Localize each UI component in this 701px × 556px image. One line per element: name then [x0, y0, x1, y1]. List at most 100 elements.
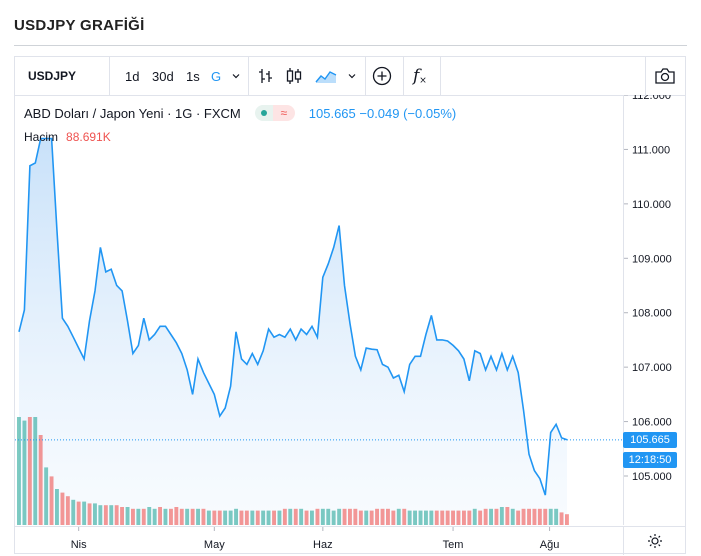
volume-bar [65, 496, 70, 525]
market-status-badge[interactable]: ≈ [254, 105, 295, 121]
toolbar-divider [109, 57, 110, 95]
volume-bar [478, 510, 483, 525]
volume-bar [543, 508, 548, 525]
price-area-fill [19, 138, 567, 525]
page-title: USDJPY GRAFİĞİ [14, 17, 145, 34]
volume-bar [521, 508, 526, 525]
volume-bar [494, 508, 499, 525]
volume-bar [179, 508, 184, 525]
volume-bar [299, 508, 304, 525]
volume-bar [201, 508, 206, 525]
volume-bar [163, 508, 168, 525]
volume-bar [147, 507, 152, 525]
price-tick-label: 107.000 [632, 362, 672, 374]
volume-bar [483, 508, 488, 525]
volume-bar [190, 508, 195, 525]
volume-bar [348, 508, 352, 525]
volume-bar [407, 510, 412, 525]
toolbar-divider [440, 57, 441, 95]
series-legend: ABD Doları / Japon Yeni · 1G · FXCM ≈ 10… [24, 105, 456, 121]
volume-bar [125, 507, 130, 525]
volume-bar [402, 508, 407, 525]
volume-bar [440, 510, 445, 525]
volume-bar [261, 510, 266, 525]
volume-bar [282, 508, 287, 525]
volume-bar [565, 514, 569, 525]
volume-value: 88.691K [66, 130, 111, 144]
volume-bar [98, 505, 103, 525]
time-tick-label: Tem [443, 539, 464, 551]
volume-bar [375, 508, 379, 525]
volume-bar [55, 489, 59, 525]
volume-bar [364, 510, 369, 525]
volume-bar [315, 508, 320, 525]
volume-label: Hacim [24, 130, 59, 144]
volume-bar [131, 508, 135, 525]
volume-bar [60, 492, 65, 525]
volume-bar [320, 508, 325, 525]
volume-bar [358, 510, 363, 525]
volume-bar [337, 508, 342, 525]
price-axis[interactable]: 112.000 111.000 110.000 109.000 108.000 107.0… [623, 95, 686, 525]
volume-bar [532, 508, 537, 525]
volume-bar [239, 510, 244, 525]
volume-bar [103, 505, 108, 525]
volume-bar [489, 508, 493, 525]
bar-chart-icon[interactable] [257, 57, 275, 95]
price-tick-label: 108.000 [632, 308, 672, 320]
volume-bar [234, 508, 238, 525]
price-tick-label: 109.000 [632, 253, 672, 265]
function-icon[interactable]: f × [413, 66, 427, 86]
interval-1s-button[interactable]: 1s [186, 68, 200, 84]
time-tick-label: Ağu [540, 539, 560, 551]
volume-bar [206, 510, 211, 525]
time-tick-label: May [204, 539, 225, 551]
volume-bar [244, 510, 249, 525]
toolbar-divider [645, 57, 646, 95]
toolbar-divider [248, 57, 249, 95]
volume-bar [76, 501, 81, 525]
volume-bar [272, 510, 276, 525]
interval-1d-button[interactable]: 1d [125, 68, 140, 84]
gear-icon [648, 534, 662, 548]
interval-g-button[interactable]: G [211, 68, 222, 84]
volume-bar [326, 508, 331, 525]
volume-bar [38, 435, 43, 525]
chart-widget [14, 56, 686, 554]
volume-bar [212, 510, 217, 525]
volume-bar [472, 508, 477, 525]
volume-bar [217, 510, 222, 525]
volume-bar [152, 508, 157, 525]
volume-bar [71, 499, 76, 525]
volume-bar [537, 508, 542, 525]
price-tick-label: 105.000 [632, 471, 672, 483]
volume-bar [413, 510, 417, 525]
price-chart[interactable] [15, 95, 623, 525]
symbol-search-button[interactable]: USDJPY [28, 69, 77, 83]
volume-bar [516, 510, 521, 525]
chevron-down-icon[interactable] [231, 57, 241, 95]
volume-bar [109, 505, 114, 525]
chart-settings-button[interactable] [623, 526, 686, 555]
volume-bar [369, 510, 374, 525]
volume-legend: Hacim 88.691K [24, 130, 111, 144]
volume-bar [342, 508, 347, 525]
volume-bar [93, 503, 97, 525]
area-chart-icon[interactable] [315, 57, 337, 95]
price-tick-label: 106.000 [632, 417, 672, 429]
bar-countdown-tag: 12:18:50 [623, 451, 677, 468]
price-line [18, 137, 568, 496]
chevron-down-icon[interactable] [347, 57, 357, 95]
time-axis[interactable]: Nis May Haz Tem Ağu [15, 526, 623, 555]
interval-30d-button[interactable]: 30d [152, 68, 174, 84]
volume-bar [22, 420, 27, 525]
chart-plot-area[interactable] [15, 95, 623, 525]
volume-bar [554, 508, 559, 525]
toolbar-divider [365, 57, 366, 95]
camera-icon[interactable] [654, 57, 676, 95]
candlestick-icon[interactable] [285, 57, 303, 95]
volume-bar [548, 508, 553, 525]
volume-bar [386, 508, 390, 525]
add-indicator-icon[interactable] [372, 57, 392, 95]
time-tick-label: Haz [313, 539, 333, 551]
